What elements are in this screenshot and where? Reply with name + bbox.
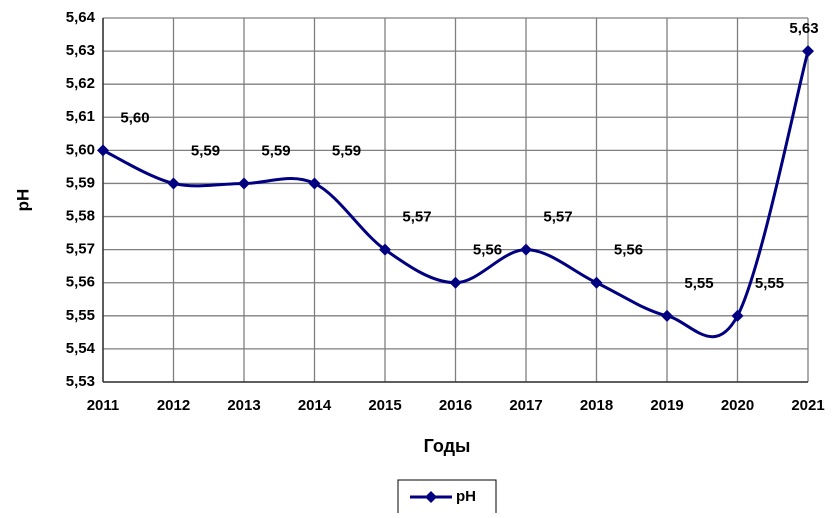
y-tick-label: 5,59 <box>66 174 95 191</box>
marker <box>97 144 109 157</box>
x-tick-label: 2013 <box>227 397 260 414</box>
x-tick-label: 2012 <box>157 397 190 414</box>
y-tick-label: 5,63 <box>66 42 95 59</box>
data-label: 5,59 <box>332 142 361 159</box>
x-tick-label: 2017 <box>509 397 542 414</box>
marker <box>661 309 673 322</box>
data-label: 5,57 <box>402 209 431 226</box>
legend-label: pH <box>456 488 476 505</box>
marker <box>590 276 603 289</box>
y-tick-label: 5,56 <box>66 274 95 291</box>
x-tick-label: 2018 <box>580 397 613 414</box>
marker <box>167 177 180 190</box>
y-tick-label: 5,55 <box>66 307 95 324</box>
marker <box>308 177 321 190</box>
x-tick-label: 2014 <box>298 397 332 414</box>
data-label: 5,55 <box>755 275 784 292</box>
data-label: 5,57 <box>543 209 572 226</box>
marker <box>379 243 391 256</box>
data-label: 5,59 <box>261 142 290 159</box>
marker <box>802 45 814 58</box>
marker <box>731 309 744 322</box>
y-tick-label: 5,54 <box>66 340 96 357</box>
x-tick-label: 2011 <box>87 397 120 414</box>
x-tick-label: 2020 <box>721 397 754 414</box>
y-tick-label: 5,57 <box>66 241 95 258</box>
x-axis-label: Годы <box>424 436 471 456</box>
data-label: 5,59 <box>191 142 220 159</box>
data-label: 5,60 <box>120 109 149 126</box>
data-label: 5,55 <box>684 275 713 292</box>
y-axis-label: pH <box>13 189 32 212</box>
y-tick-label: 5,58 <box>66 208 95 225</box>
data-label: 5,56 <box>614 242 643 259</box>
legend-box <box>397 479 497 518</box>
data-label: 5,56 <box>473 242 502 259</box>
legend-marker <box>425 491 437 503</box>
marker <box>238 177 250 190</box>
x-tick-label: 2016 <box>439 397 472 414</box>
y-tick-label: 5,64 <box>66 9 96 26</box>
y-tick-label: 5,62 <box>66 75 95 92</box>
x-tick-label: 2019 <box>650 397 683 414</box>
data-label: 5,63 <box>789 20 818 37</box>
y-tick-label: 5,61 <box>66 108 95 125</box>
y-tick-label: 5,53 <box>66 373 95 390</box>
x-tick-label: 2021 <box>791 397 824 414</box>
y-tick-label: 5,60 <box>66 141 95 158</box>
x-tick-label: 2015 <box>368 397 401 414</box>
marker <box>520 243 532 256</box>
marker <box>449 276 462 289</box>
